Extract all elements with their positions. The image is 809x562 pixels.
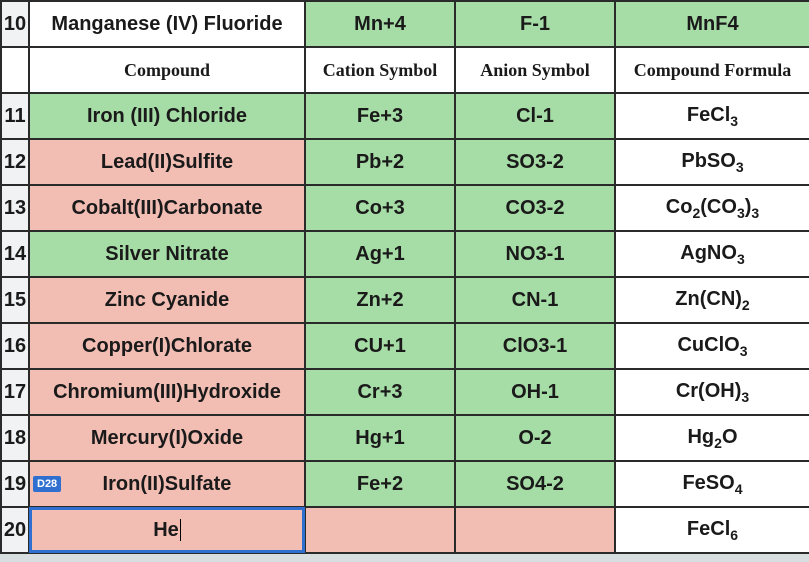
compound-text: Cobalt(III)Carbonate xyxy=(71,197,262,219)
cell-anion[interactable]: CN-1 xyxy=(455,277,615,323)
compound-text: Chromium(III)Hydroxide xyxy=(53,381,281,403)
cell-anion[interactable]: O-2 xyxy=(455,415,615,461)
cell-cation[interactable]: CU+1 xyxy=(305,323,455,369)
cell-formula[interactable]: FeSO4 xyxy=(615,461,809,507)
compound-text: Mercury(I)Oxide xyxy=(91,427,243,449)
compound-text: Copper(I)Chlorate xyxy=(82,335,252,357)
text-cursor xyxy=(180,519,181,541)
compound-text: Lead(II)Sulfite xyxy=(101,151,233,173)
cell-formula[interactable]: Zn(CN)2 xyxy=(615,277,809,323)
row-number: 10 xyxy=(1,1,29,47)
cell-cation[interactable] xyxy=(305,507,455,553)
cell-compound[interactable]: He xyxy=(29,507,305,553)
cell-cation[interactable]: Co+3 xyxy=(305,185,455,231)
row-number xyxy=(1,47,29,93)
table-row: 10 Manganese (IV) Fluoride Mn+4 F-1 MnF4 xyxy=(1,1,809,47)
row-number: 14 xyxy=(1,231,29,277)
cell-anion[interactable]: F-1 xyxy=(455,1,615,47)
table-row: 14 Silver Nitrate Ag+1NO3-1AgNO3 xyxy=(1,231,809,277)
cell-cation[interactable]: Fe+2 xyxy=(305,461,455,507)
table-row: 17 Chromium(III)Hydroxide Cr+3OH-1Cr(OH)3 xyxy=(1,369,809,415)
cell-compound[interactable]: Lead(II)Sulfite xyxy=(29,139,305,185)
cell-formula[interactable]: Cr(OH)3 xyxy=(615,369,809,415)
cell-anion[interactable]: Cl-1 xyxy=(455,93,615,139)
row-number: 20 xyxy=(1,507,29,553)
table-row: 12 Lead(II)Sulfite Pb+2SO3-2PbSO3 xyxy=(1,139,809,185)
cell-compound[interactable]: Silver Nitrate xyxy=(29,231,305,277)
cell-anion[interactable]: ClO3-1 xyxy=(455,323,615,369)
header-anion: Anion Symbol xyxy=(455,47,615,93)
cell-formula[interactable]: AgNO3 xyxy=(615,231,809,277)
cell-reference-tag: D28 xyxy=(33,476,61,492)
row-number: 11 xyxy=(1,93,29,139)
cell-formula[interactable]: FeCl3 xyxy=(615,93,809,139)
cell-formula[interactable]: CuClO3 xyxy=(615,323,809,369)
cell-anion[interactable]: NO3-1 xyxy=(455,231,615,277)
row-number: 18 xyxy=(1,415,29,461)
cell-anion[interactable]: SO3-2 xyxy=(455,139,615,185)
cell-cation[interactable]: Ag+1 xyxy=(305,231,455,277)
table-row: 18 Mercury(I)Oxide Hg+1O-2Hg2O xyxy=(1,415,809,461)
cell-cation[interactable]: Mn+4 xyxy=(305,1,455,47)
header-compound: Compound xyxy=(29,47,305,93)
table-row: 20 He FeCl6 xyxy=(1,507,809,553)
cell-formula[interactable]: Hg2O xyxy=(615,415,809,461)
cell-cation[interactable]: Hg+1 xyxy=(305,415,455,461)
compound-text: Iron (III) Chloride xyxy=(87,105,247,127)
cell-cation[interactable]: Zn+2 xyxy=(305,277,455,323)
cell-compound[interactable]: Zinc Cyanide xyxy=(29,277,305,323)
cell-compound[interactable]: Chromium(III)Hydroxide xyxy=(29,369,305,415)
chemistry-table: 10 Manganese (IV) Fluoride Mn+4 F-1 MnF4… xyxy=(0,0,809,554)
cell-compound[interactable]: Cobalt(III)Carbonate xyxy=(29,185,305,231)
cell-cation[interactable]: Cr+3 xyxy=(305,369,455,415)
compound-text: Zinc Cyanide xyxy=(105,289,229,311)
cell-compound[interactable]: D28 Iron(II)Sulfate xyxy=(29,461,305,507)
cell-anion[interactable]: SO4-2 xyxy=(455,461,615,507)
row-number: 13 xyxy=(1,185,29,231)
cell-cation[interactable]: Fe+3 xyxy=(305,93,455,139)
row-number: 15 xyxy=(1,277,29,323)
table-row: 11 Iron (III) Chloride Fe+3Cl-1FeCl3 xyxy=(1,93,809,139)
table-row: 16 Copper(I)Chlorate CU+1ClO3-1CuClO3 xyxy=(1,323,809,369)
row-number: 12 xyxy=(1,139,29,185)
cell-cation[interactable]: Pb+2 xyxy=(305,139,455,185)
compound-text: Silver Nitrate xyxy=(105,243,228,265)
cell-anion[interactable]: CO3-2 xyxy=(455,185,615,231)
cell-compound[interactable]: Iron (III) Chloride xyxy=(29,93,305,139)
compound-text: Iron(II)Sulfate xyxy=(103,473,232,495)
cell-formula[interactable]: MnF4 xyxy=(615,1,809,47)
row-number: 16 xyxy=(1,323,29,369)
table-row: 19D28 Iron(II)Sulfate Fe+2SO4-2FeSO4 xyxy=(1,461,809,507)
header-row: Compound Cation Symbol Anion Symbol Comp… xyxy=(1,47,809,93)
header-formula: Compound Formula xyxy=(615,47,809,93)
cell-compound[interactable]: Mercury(I)Oxide xyxy=(29,415,305,461)
cell-formula[interactable]: Co2(CO3)3 xyxy=(615,185,809,231)
header-cation: Cation Symbol xyxy=(305,47,455,93)
cell-formula[interactable]: FeCl6 xyxy=(615,507,809,553)
cell-anion[interactable]: OH-1 xyxy=(455,369,615,415)
row-number: 17 xyxy=(1,369,29,415)
cell-anion[interactable] xyxy=(455,507,615,553)
row-number: 19 xyxy=(1,461,29,507)
table-row: 15 Zinc Cyanide Zn+2CN-1Zn(CN)2 xyxy=(1,277,809,323)
table-row: 13 Cobalt(III)Carbonate Co+3CO3-2Co2(CO3)3 xyxy=(1,185,809,231)
cell-compound[interactable]: Copper(I)Chlorate xyxy=(29,323,305,369)
cell-formula[interactable]: PbSO3 xyxy=(615,139,809,185)
cell-compound[interactable]: Manganese (IV) Fluoride xyxy=(29,1,305,47)
compound-text: He xyxy=(153,519,179,541)
